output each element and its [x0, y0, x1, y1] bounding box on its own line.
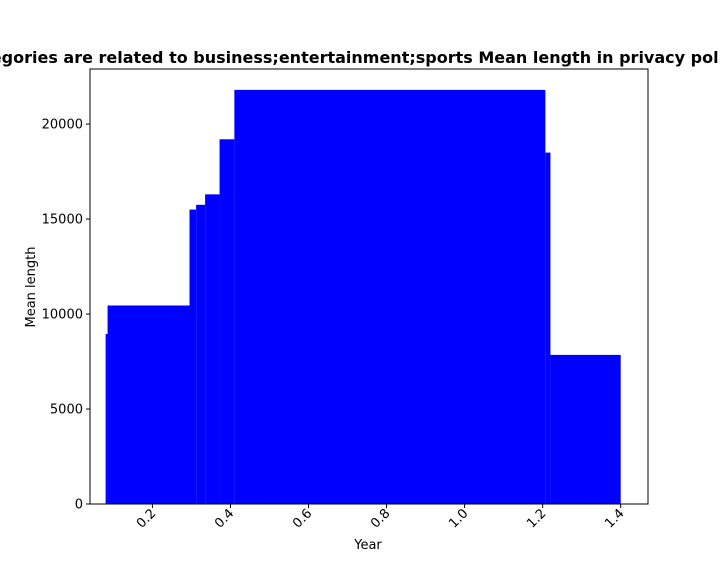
bar	[234, 89, 546, 504]
x-tick-label: 1.2	[524, 506, 549, 531]
x-tick-label: 1.4	[602, 506, 627, 531]
x-tick-label: 1.0	[446, 506, 471, 531]
x-tick-label: 0.8	[368, 506, 393, 531]
plot-frame	[89, 68, 649, 505]
chart-title: Categories are related to business;enter…	[0, 48, 720, 67]
x-axis: 0.2 0.4 0.6 0.8 1.0 1.2 1.4	[134, 504, 628, 531]
bar	[545, 152, 551, 504]
x-tick-label: 0.6	[290, 506, 315, 531]
bar	[189, 209, 197, 504]
bar	[219, 139, 235, 504]
y-axis: 0 5000 10000 15000 20000	[42, 118, 90, 513]
bar	[196, 204, 206, 504]
bar	[550, 354, 621, 504]
bar	[105, 333, 108, 504]
y-tick-label: 20000	[42, 118, 83, 133]
x-tick-label: 0.4	[212, 506, 237, 531]
x-tick-label: 0.2	[134, 506, 159, 531]
bar	[205, 194, 220, 504]
x-axis-label: Year	[353, 538, 382, 553]
y-tick-label: 10000	[42, 308, 83, 323]
y-axis-label: Mean length	[24, 247, 39, 328]
bars-group	[105, 89, 621, 504]
y-tick-label: 5000	[50, 403, 83, 418]
y-tick-label: 0	[75, 498, 83, 513]
bar	[107, 305, 190, 504]
y-tick-label: 15000	[42, 213, 83, 228]
